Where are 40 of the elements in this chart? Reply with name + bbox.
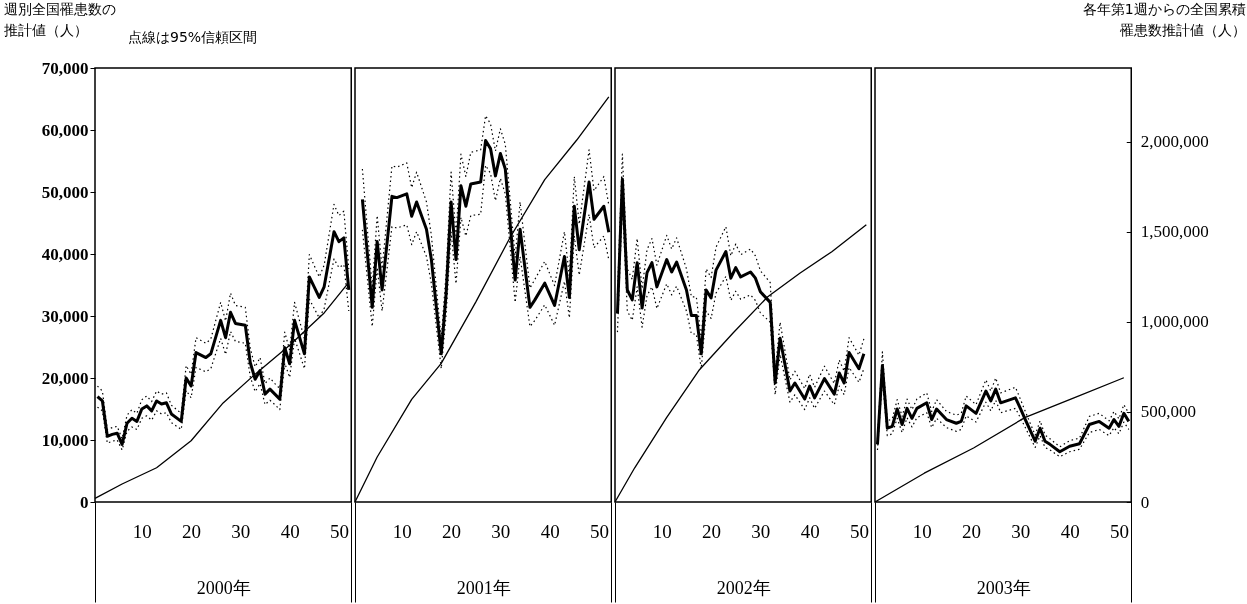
y2-tick-label: 500,000 — [1140, 402, 1196, 422]
x-tick-label: 10 — [392, 520, 412, 542]
x-tick-label: 10 — [912, 520, 932, 542]
x-tick-label: 20 — [962, 520, 982, 542]
x-tick-label: 20 — [702, 520, 722, 542]
x-tick-label: 30 — [231, 520, 251, 542]
text: 点線は95%信頼区間 — [128, 29, 258, 47]
y2-tick-label: 0 — [1140, 492, 1150, 512]
x-tick-label: 20 — [442, 520, 462, 542]
x-tick-label: 30 — [491, 520, 511, 542]
y2-tick-label: 1,500,000 — [1140, 222, 1209, 242]
x-tick-label: 10 — [132, 520, 152, 542]
y2-tick-label: 2,000,000 — [1140, 132, 1209, 152]
x-axis-title: 2000年 — [196, 577, 251, 598]
x-tick-label: 50 — [849, 520, 869, 542]
x-tick-label: 50 — [329, 520, 349, 542]
y-tick-label: 10,000 — [41, 430, 89, 450]
x-tick-label: 10 — [652, 520, 672, 542]
y-tick-label: 50,000 — [41, 182, 89, 202]
x-axis-title: 2003年 — [976, 577, 1031, 598]
x-tick-label: 30 — [1011, 520, 1031, 542]
y-axis-title: 週別全国罹患数の推計値（人） — [3, 0, 116, 38]
x-tick-label: 40 — [1060, 520, 1080, 542]
y-tick-label: 40,000 — [41, 244, 89, 264]
y-tick-label: 60,000 — [41, 120, 89, 140]
x-tick-label: 50 — [1109, 520, 1129, 542]
x-axis-title: 2002年 — [716, 577, 771, 598]
x-tick-label: 40 — [800, 520, 820, 542]
x-tick-label: 20 — [182, 520, 202, 542]
x-tick-label: 40 — [540, 520, 560, 542]
x-tick-label: 40 — [280, 520, 300, 542]
x-tick-label: 30 — [751, 520, 771, 542]
y-tick-label: 0 — [80, 492, 89, 512]
y-tick-label: 20,000 — [41, 368, 89, 388]
x-axis-title: 2001年 — [456, 577, 511, 598]
x-tick-label: 50 — [589, 520, 609, 542]
y2-axis-title: 各年第1週からの全国累積罹患数推計値（人） — [1082, 0, 1246, 38]
y-tick-label: 30,000 — [41, 306, 89, 326]
y2-tick-label: 1,000,000 — [1140, 312, 1209, 332]
y-tick-label: 70,000 — [41, 58, 89, 78]
